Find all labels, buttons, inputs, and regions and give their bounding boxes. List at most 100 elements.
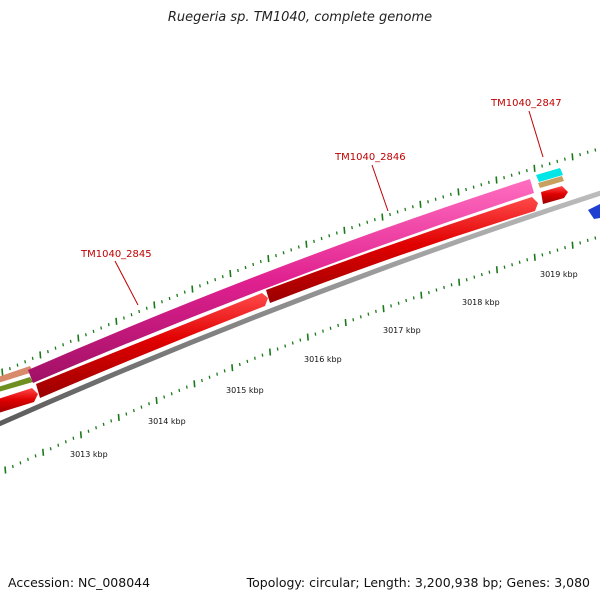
scale-tick xyxy=(268,348,272,356)
outer-tick xyxy=(563,157,566,161)
scale-tick xyxy=(87,429,90,433)
outer-tick xyxy=(16,363,19,367)
outer-tick xyxy=(313,239,315,243)
leader-line-2847 xyxy=(528,110,544,158)
outer-tick xyxy=(123,316,125,320)
scale-tick xyxy=(95,426,98,430)
outer-tick xyxy=(358,223,361,227)
scale-tick xyxy=(42,448,45,456)
accession-text: Accession: NC_008044 xyxy=(8,575,151,590)
genome-backbone xyxy=(0,190,600,427)
scale-tick xyxy=(27,457,29,462)
scale-tick xyxy=(148,402,150,406)
scale-tick xyxy=(405,298,408,303)
outer-tick xyxy=(84,333,87,337)
gene-label-2845: TM1040_2845 xyxy=(80,249,152,260)
outer-tick xyxy=(586,150,589,154)
outer-tick xyxy=(442,195,445,199)
scale-tick xyxy=(216,372,219,376)
scale-tick xyxy=(420,291,423,299)
scale-tick xyxy=(518,260,521,264)
outer-tick-marks xyxy=(1,148,597,376)
cds-arrow-2846 xyxy=(266,197,538,303)
outer-tick xyxy=(351,226,353,230)
scale-tick xyxy=(193,380,196,388)
scale-tick xyxy=(231,364,234,372)
outer-tick xyxy=(176,293,179,297)
scale-tick xyxy=(246,359,249,364)
scale-tick xyxy=(556,248,559,252)
outer-tick xyxy=(366,220,369,224)
scale-tick xyxy=(284,344,287,348)
scale-tick xyxy=(337,323,340,328)
outer-tick xyxy=(252,262,255,267)
scale-tick xyxy=(435,288,438,292)
scale-label-3017: 3017 kbp xyxy=(383,326,421,335)
outer-tick xyxy=(328,234,331,238)
outer-tick xyxy=(381,213,384,221)
scale-tick xyxy=(155,396,158,404)
outer-tick xyxy=(594,148,597,152)
outer-tick xyxy=(1,368,4,376)
scale-tick xyxy=(125,412,128,416)
scale-tick xyxy=(57,443,60,447)
map-title: Ruegeria sp. TM1040, complete genome xyxy=(167,10,433,25)
scale-tick xyxy=(79,431,83,439)
scale-tick xyxy=(117,413,120,422)
outer-tick xyxy=(434,197,437,201)
scale-tick xyxy=(541,253,544,257)
scale-tick xyxy=(306,333,309,341)
leader-line-2846 xyxy=(371,164,389,212)
cds-arrow-left xyxy=(0,388,38,413)
outer-tick xyxy=(518,171,521,175)
scale-tick xyxy=(223,369,226,373)
outer-tick xyxy=(290,248,293,252)
outer-tick xyxy=(31,356,34,360)
scale-tick xyxy=(450,283,453,287)
scale-label-3016: 3016 kbp xyxy=(304,355,342,364)
outer-tick xyxy=(389,212,391,217)
outer-tick xyxy=(343,226,346,234)
scale-tick xyxy=(185,385,188,389)
outer-tick xyxy=(100,326,103,330)
scale-tick xyxy=(359,315,362,319)
scale-tick xyxy=(443,285,445,290)
scale-tick xyxy=(488,270,491,274)
scale-tick xyxy=(571,241,574,249)
outer-tick xyxy=(69,339,72,344)
outer-tick xyxy=(206,281,209,285)
outer-tick xyxy=(503,176,506,180)
scale-tick xyxy=(533,253,536,261)
outer-tick xyxy=(305,240,308,248)
scale-tick xyxy=(291,341,294,345)
scale-tick xyxy=(253,356,256,360)
outer-tick xyxy=(77,334,80,342)
scale-tick xyxy=(397,301,400,305)
scale-tick xyxy=(49,447,52,451)
outer-tick xyxy=(465,187,467,192)
outer-tick xyxy=(449,192,452,197)
scale-tick xyxy=(322,329,324,333)
cds-arrow-2847 xyxy=(541,186,568,204)
outer-tick xyxy=(107,323,110,327)
scale-tick xyxy=(480,273,483,277)
outer-tick xyxy=(46,349,49,354)
scale-tick xyxy=(34,454,37,458)
feature-tan-left xyxy=(0,366,33,383)
outer-tick xyxy=(8,366,11,371)
outer-tick xyxy=(145,306,148,310)
scale-label-3013: 3013 kbp xyxy=(70,450,108,459)
gene-band-2845-2846 xyxy=(28,179,534,383)
outer-tick xyxy=(525,169,528,173)
outer-tick xyxy=(130,313,133,317)
outer-tick xyxy=(191,285,194,293)
scale-tick xyxy=(329,326,332,330)
outer-tick xyxy=(480,183,483,187)
scale-tick xyxy=(548,250,551,255)
outer-tick xyxy=(373,218,376,222)
scale-tick xyxy=(238,362,241,367)
scale-tick xyxy=(64,440,67,444)
scale-tick-marks xyxy=(4,236,597,474)
outer-tick xyxy=(39,351,42,359)
gene-label-2846: TM1040_2846 xyxy=(334,152,406,163)
